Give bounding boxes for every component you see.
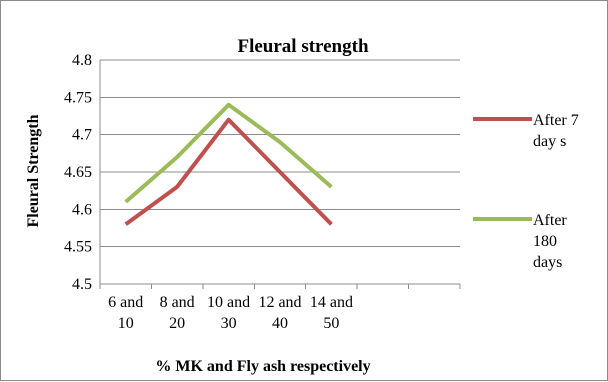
y-tick-label: 4.65 [64,164,92,181]
y-axis-title: Fleural Strength [25,114,42,227]
y-tick-label: 4.75 [64,89,92,106]
y-tick-label: 4.7 [72,127,92,144]
x-axis-title: % MK and Fly ash respectively [155,358,370,375]
chart-title: Fleural strength [237,36,368,57]
legend-label-2: After 180 days [533,212,567,271]
y-tick-label: 4.55 [64,239,92,256]
legend-label-1: After 7 day s [533,112,579,150]
y-tick-label: 4.8 [72,52,92,69]
x-tick-label: 6 and 10 [108,294,143,332]
y-tick-labels: 4.5 4.55 4.6 4.65 4.7 4.75 4.8 [64,52,92,293]
y-tick-label: 4.6 [72,201,92,218]
series-lines [124,102,333,226]
y-tick-label: 4.5 [72,276,92,293]
x-tick-label: 8 and 20 [160,294,195,332]
x-tick-label: 10 and 30 [207,294,250,332]
x-tick-label: 14 and 50 [310,294,353,332]
legend: After 7 day s After 180 days [473,112,579,271]
x-tick-label: 12 and 40 [258,294,301,332]
axes [99,60,461,289]
series-line-2 [124,102,333,204]
series-line-1 [124,117,333,226]
gridlines [100,59,460,248]
